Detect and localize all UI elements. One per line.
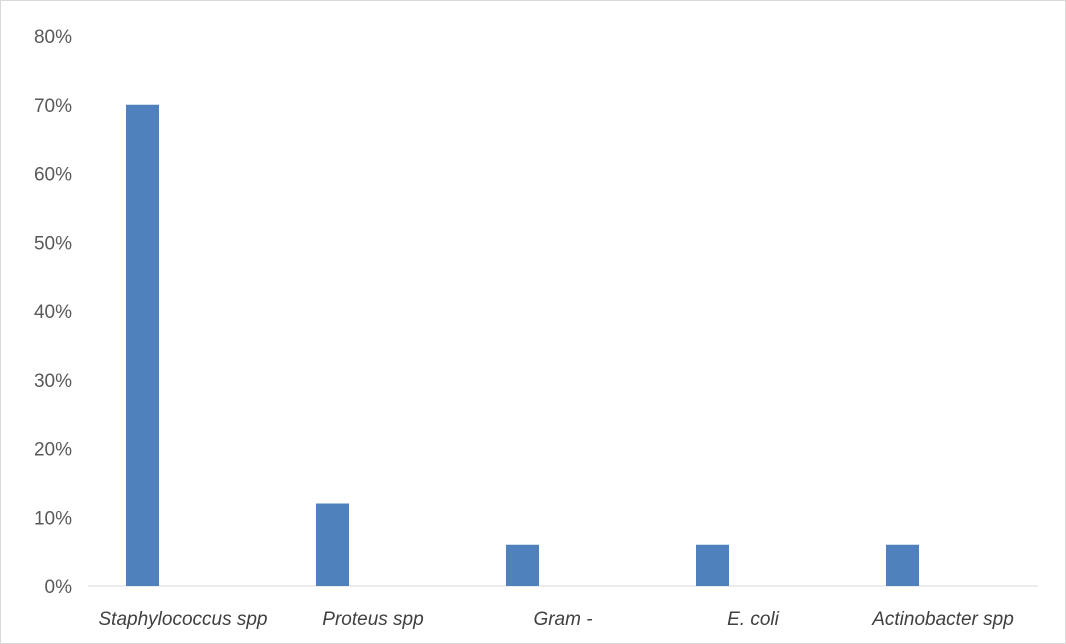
x-axis-labels: Staphylococcus spp Proteus spp Gram - E. co…	[99, 609, 1014, 630]
bars	[126, 104, 919, 586]
y-tick-label: 80%	[34, 27, 72, 48]
y-tick-label: 70%	[34, 96, 72, 117]
y-tick-label: 30%	[34, 371, 72, 392]
y-tick-label: 10%	[34, 508, 72, 529]
y-tick-label: 20%	[34, 440, 72, 461]
bar	[126, 104, 159, 586]
bar	[886, 544, 919, 586]
y-tick-label: 60%	[34, 165, 72, 186]
y-tick-label: 50%	[34, 233, 72, 254]
y-tick-label: 0%	[45, 577, 73, 598]
x-category-label: Proteus spp	[322, 609, 423, 630]
x-category-label: Actinobacter spp	[871, 609, 1014, 630]
bar	[506, 544, 539, 586]
x-category-label: Gram -	[533, 609, 592, 630]
y-tick-label: 40%	[34, 302, 72, 323]
bar	[316, 503, 349, 586]
y-axis-ticks: 0% 10% 20% 30% 40% 50% 60% 70% 80%	[34, 27, 72, 598]
x-category-label: Staphylococcus spp	[99, 609, 268, 630]
bar	[696, 544, 729, 586]
x-category-label: E. coli	[727, 609, 780, 630]
